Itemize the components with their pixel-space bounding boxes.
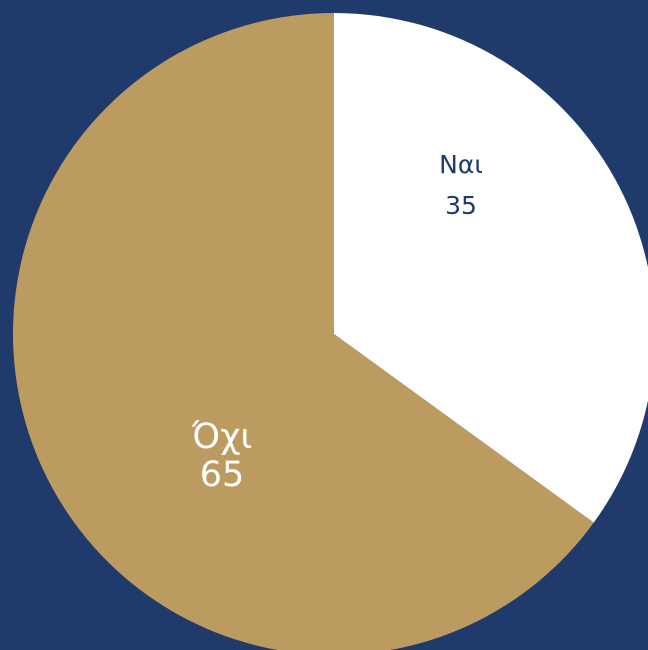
slice-value: 35 [445, 191, 477, 220]
slice-value: 65 [200, 455, 245, 495]
pie-slice [13, 13, 594, 650]
slice-label: Ναι [439, 150, 483, 179]
pie-slice [334, 13, 648, 523]
slice-label: Όχι [191, 417, 253, 457]
